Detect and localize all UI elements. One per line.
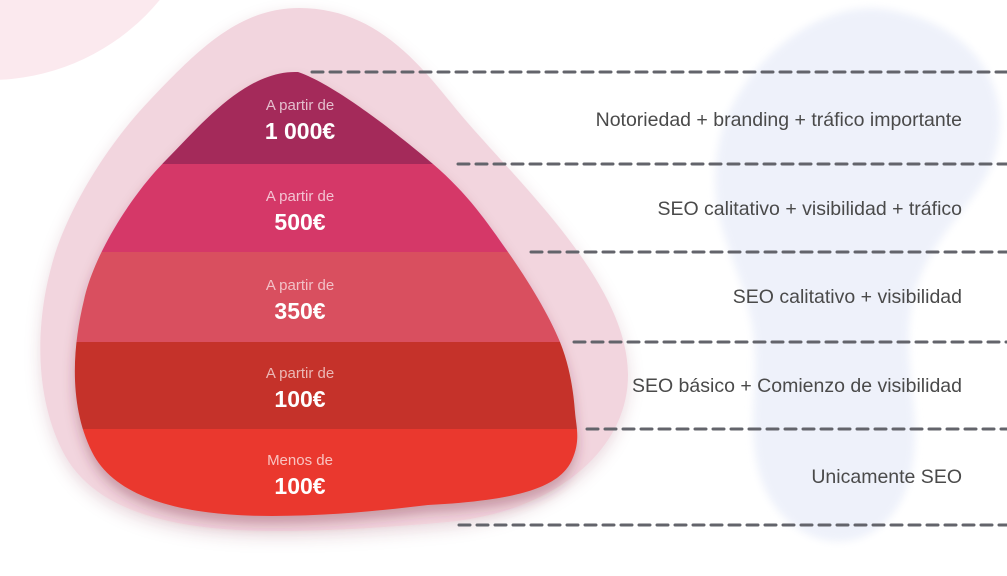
svg-text:SEO calitativo + visibilidad +: SEO calitativo + visibilidad + tráfico <box>657 198 962 220</box>
svg-text:Notoriedad + branding + tráfic: Notoriedad + branding + tráfico importan… <box>596 109 962 131</box>
svg-text:500€: 500€ <box>274 209 325 235</box>
svg-text:SEO básico + Comienzo de visib: SEO básico + Comienzo de visibilidad <box>632 375 962 397</box>
svg-text:A partir de: A partir de <box>266 277 334 294</box>
svg-text:Menos de: Menos de <box>267 452 333 469</box>
svg-text:A partir de: A partir de <box>266 97 334 114</box>
svg-text:A partir de: A partir de <box>266 188 334 205</box>
svg-text:100€: 100€ <box>274 386 325 412</box>
svg-text:350€: 350€ <box>274 298 325 324</box>
svg-text:100€: 100€ <box>274 473 325 499</box>
svg-text:1 000€: 1 000€ <box>265 118 336 144</box>
svg-text:A partir de: A partir de <box>266 365 334 382</box>
svg-text:SEO calitativo + visibilidad: SEO calitativo + visibilidad <box>733 286 962 308</box>
svg-text:Unicamente SEO: Unicamente SEO <box>811 466 962 488</box>
